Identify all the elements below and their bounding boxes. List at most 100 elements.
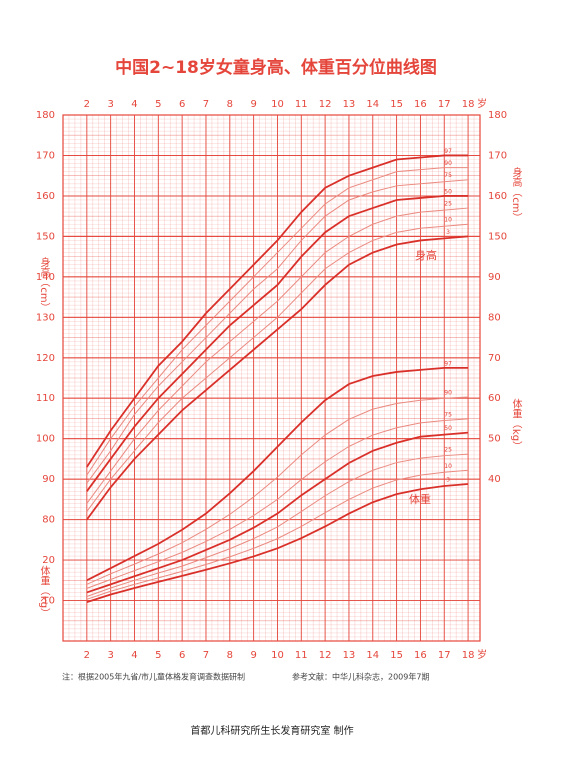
percentile-curve [86,469,469,600]
x-tick-label: 3 [107,650,113,661]
x-tick-label: 18 [462,650,475,661]
y-tick-label: 100 [36,434,55,445]
percentile-label: 75 [444,172,452,179]
y-tick-label: 90 [488,272,501,283]
x-tick-label: 12 [319,99,332,110]
x-tick-label: 2 [84,99,90,110]
x-tick-label: 7 [203,650,209,661]
axis-label: 体重（kg） [510,399,522,451]
percentile-curve [86,366,469,582]
axis-label: 身高（cm） [510,166,522,222]
y-tick-label: 50 [488,434,501,445]
x-tick-label: 6 [179,99,185,110]
x-tick-label: 14 [366,650,379,661]
percentile-label: 50 [444,425,452,432]
axis-label: 身高（cm） [38,256,50,312]
percentile-label: 50 [444,188,452,195]
x-tick-label: 16 [414,650,427,661]
x-tick-label: 15 [390,99,403,110]
x-tick-label: 18 [462,99,475,110]
percentile-curve [86,167,469,476]
y-tick-label: 90 [42,474,55,485]
x-tick-label: 16 [414,99,427,110]
y-tick-label: 110 [36,393,55,404]
y-tick-label: 170 [488,150,507,161]
percentile-label: 10 [444,463,452,470]
x-tick-label: 5 [155,650,161,661]
percentile-label: 97 [444,148,452,155]
footer-reference: 参考文献：中华儿科杂志，2009年7期 [292,672,429,682]
percentile-label: 90 [444,390,452,397]
x-tick-label: 8 [227,650,233,661]
x-tick-label: 6 [179,650,185,661]
y-tick-label: 160 [36,191,55,202]
footer-note: 注：根据2005年九省/市儿童体格发育调查数据研制 [62,672,245,682]
x-tick-label: 14 [366,99,379,110]
percentile-curve [86,483,469,604]
y-tick-label: 130 [36,312,55,323]
percentile-curve [86,431,469,594]
percentile-curve [86,453,469,597]
y-tick-label: 150 [36,231,55,242]
x-tick-label: 12 [319,650,332,661]
x-tick-label: 10 [271,650,284,661]
percentile-curve [86,207,469,504]
y-tick-label: 180 [488,110,507,121]
percentile-curve [86,223,469,512]
x-tick-label: 9 [250,99,256,110]
percentile-curve [86,154,469,468]
y-tick-label: 60 [488,393,501,404]
percentile-curve [86,396,469,585]
x-tick-label: 4 [131,650,137,661]
x-unit: 岁 [477,97,487,110]
x-tick-label: 9 [250,650,256,661]
y-tick-label: 10 [42,596,55,607]
x-tick-label: 11 [295,650,308,661]
x-tick-label: 13 [343,650,356,661]
x-tick-label: 17 [438,650,451,661]
y-tick-label: 80 [42,515,55,526]
x-tick-label: 8 [227,99,233,110]
x-tick-label: 3 [107,99,113,110]
y-tick-label: 70 [488,353,501,364]
y-tick-label: 170 [36,150,55,161]
chart-title: 中国2~18岁女童身高、体重百分位曲线图 [115,57,437,78]
plot: 2 2 3 3 4 4 5 5 6 6 7 7 8 8 9 9 10 10 11 11 12 12 13 13 14 14 15 15… [36,97,522,661]
x-tick-label: 7 [203,99,209,110]
x-tick-label: 10 [271,99,284,110]
x-tick-label: 5 [155,99,161,110]
axis-label: 体重（kg） [38,566,50,618]
percentile-label: 97 [444,360,452,367]
y-tick-label: 160 [488,191,507,202]
x-tick-label: 11 [295,99,308,110]
percentile-label: 3 [446,229,450,236]
footer-credit: 首都儿科研究所生长发育研究室 制作 [190,724,353,737]
x-tick-label: 15 [390,650,403,661]
percentile-label: 25 [444,447,452,454]
x-tick-label: 13 [343,99,356,110]
percentile-label: 3 [446,477,450,484]
y-tick-label: 150 [488,231,507,242]
y-tick-label: 80 [488,312,501,323]
percentile-label: 25 [444,201,452,208]
percentile-label: 90 [444,160,452,167]
percentile-curve [86,179,469,484]
height-label: 身高 [415,248,437,262]
percentile-curve [86,418,469,589]
x-unit: 岁 [477,648,487,661]
y-tick-label: 140 [36,272,55,283]
x-tick-label: 17 [438,99,451,110]
y-tick-label: 180 [36,110,55,121]
y-tick-label: 20 [42,555,55,566]
weight-label: 体重 [409,492,431,506]
y-tick-label: 40 [488,474,501,485]
percentile-label: 10 [444,217,452,224]
y-tick-label: 120 [36,353,55,364]
percentile-curve [86,235,469,521]
percentile-curve [86,195,469,492]
x-tick-label: 4 [131,99,137,110]
percentile-label: 75 [444,411,452,418]
x-tick-label: 2 [84,650,90,661]
